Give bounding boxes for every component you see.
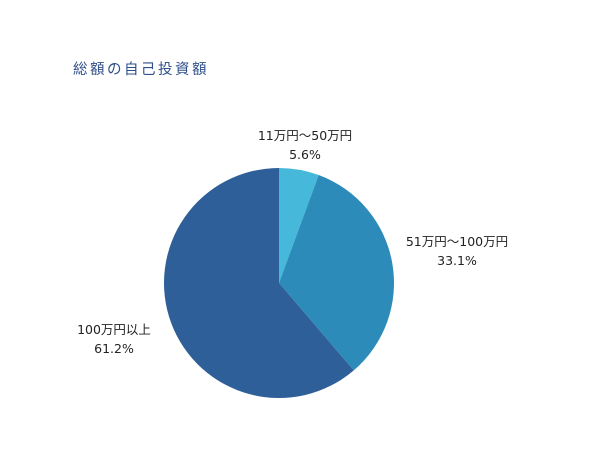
slice-value-label: 33.1% [437, 253, 477, 268]
pie-slices [163, 167, 394, 398]
slice-category-label: 100万円以上 [77, 322, 151, 337]
pie-labels: 11万円〜50万円 5.6% 51万円〜100万円 33.1% 100万円以上 61.2% [77, 128, 508, 356]
slice-category-label: 51万円〜100万円 [406, 234, 508, 249]
pie-slice [279, 168, 319, 283]
slice-value-label: 61.2% [94, 341, 134, 356]
chart-title: 総額の自己投資額 [73, 62, 209, 78]
slice-value-label: 5.6% [289, 147, 321, 162]
slice-category-label: 11万円〜50万円 [258, 128, 352, 143]
pie-slice [163, 167, 354, 398]
pie-slice [279, 175, 394, 371]
